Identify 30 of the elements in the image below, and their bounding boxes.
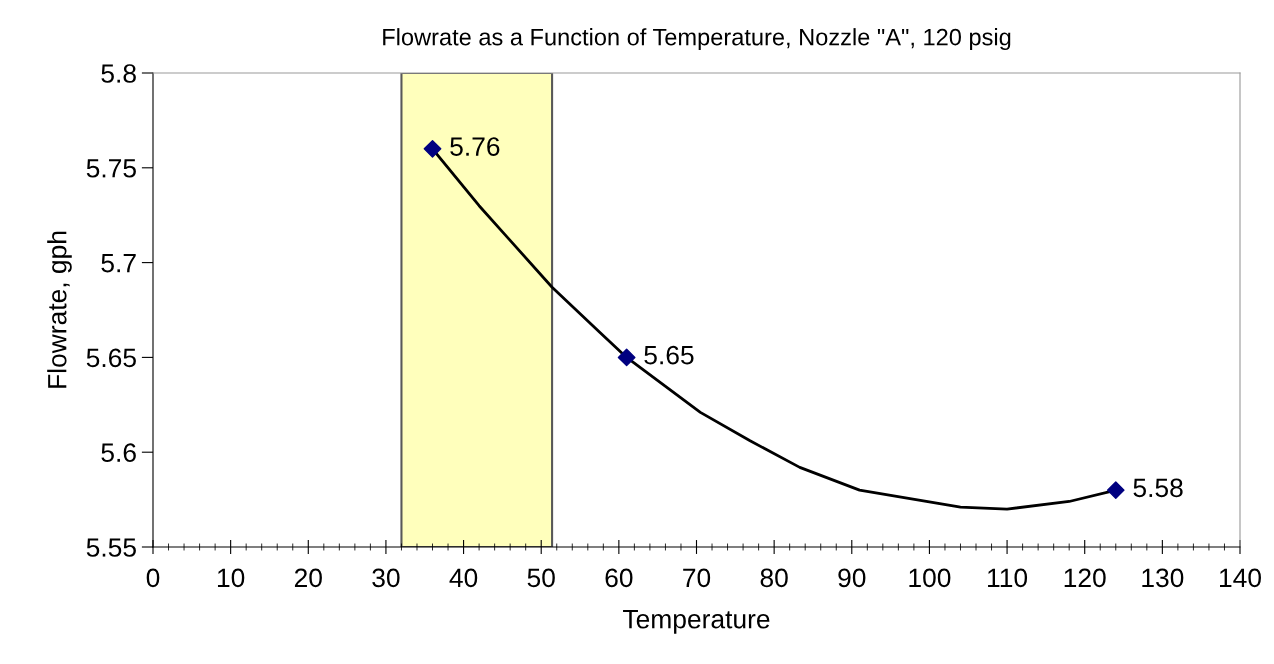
x-tick-label: 80 bbox=[760, 568, 788, 588]
x-tick-label: 120 bbox=[1064, 568, 1106, 588]
chart-title: Flowrate as a Function of Temperature, Nozzle "A", 120 psig bbox=[383, 28, 1011, 51]
y-tick-label: 5.7 bbox=[101, 254, 136, 273]
x-tick-label: 90 bbox=[838, 568, 866, 588]
x-tick-label: 130 bbox=[1142, 568, 1184, 588]
x-tick-label: 100 bbox=[909, 568, 951, 588]
y-tick-label: 5.75 bbox=[86, 159, 136, 178]
y-tick-label: 5.8 bbox=[101, 64, 136, 83]
point bbox=[423, 139, 442, 158]
point bbox=[617, 348, 636, 367]
data-label: 5.65 bbox=[644, 345, 694, 365]
x-tick-label: 140 bbox=[1220, 568, 1261, 588]
x-tick-label: 10 bbox=[217, 568, 245, 588]
x-tick-label: 50 bbox=[527, 568, 555, 588]
y-axis-title: Flowrate, gph bbox=[47, 231, 72, 388]
x-tick-label: 70 bbox=[683, 568, 711, 588]
y-tick-label: 5.55 bbox=[86, 538, 136, 557]
x-axis-title: Temperature bbox=[623, 610, 770, 634]
x-tick-label: 20 bbox=[294, 568, 322, 588]
x-tick-label: 0 bbox=[146, 568, 160, 588]
point bbox=[1106, 481, 1125, 500]
data-label: 5.58 bbox=[1133, 478, 1183, 498]
y-tick-label: 5.6 bbox=[101, 443, 136, 463]
x-tick-label: 40 bbox=[449, 568, 478, 588]
x-tick-label: 30 bbox=[372, 568, 400, 588]
data-label: 5.76 bbox=[450, 137, 500, 156]
x-tick-label: 110 bbox=[988, 568, 1028, 588]
x-tick-label: 60 bbox=[605, 568, 633, 588]
y-tick-label: 5.65 bbox=[86, 348, 136, 368]
